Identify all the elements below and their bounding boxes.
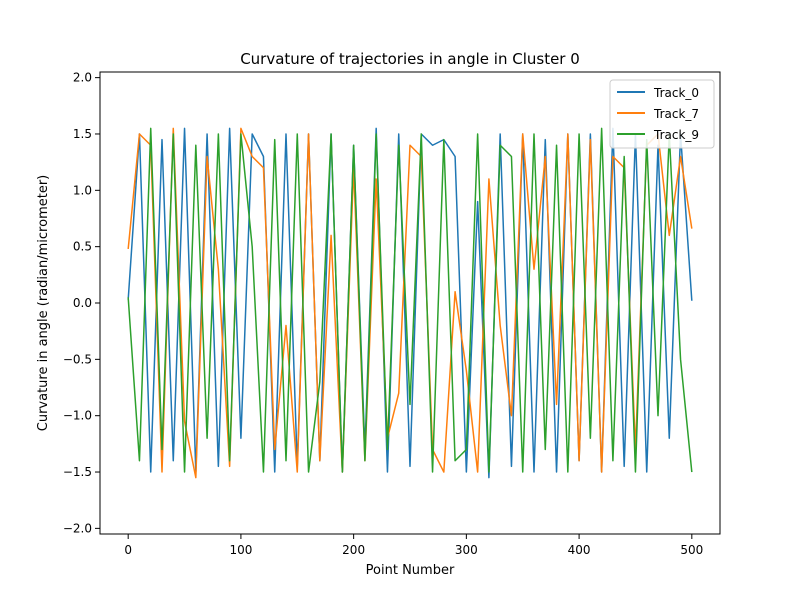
x-tick-label: 100 xyxy=(229,543,252,557)
y-tick-label: −1.0 xyxy=(63,409,92,423)
legend-label: Track_0 xyxy=(653,86,699,100)
x-tick-label: 500 xyxy=(680,543,703,557)
x-axis: 0 100 200 300 400 500 xyxy=(124,534,703,557)
series-line-track-9 xyxy=(127,127,693,473)
y-tick-label: −1.5 xyxy=(63,465,92,479)
y-tick-label: −2.0 xyxy=(63,521,92,535)
legend-box xyxy=(609,79,715,149)
y-axis: −2.0 −1.5 −1.0 −0.5 0.0 0.5 1.0 1.5 2.0 xyxy=(63,71,100,535)
x-tick-label: 400 xyxy=(568,543,591,557)
y-tick-label: 1.0 xyxy=(73,183,92,197)
y-tick-label: 0.0 xyxy=(73,296,92,310)
x-tick-label: 200 xyxy=(342,543,365,557)
x-tick-label: 300 xyxy=(455,543,478,557)
x-tick-label: 0 xyxy=(124,543,132,557)
legend-label: Track_7 xyxy=(653,107,699,121)
series-line-track-7 xyxy=(127,127,693,479)
y-tick-label: 0.5 xyxy=(73,240,92,254)
y-tick-label: 1.5 xyxy=(73,127,92,141)
legend: Track_0 Track_7 Track_9 xyxy=(609,79,715,149)
legend-label: Track_9 xyxy=(653,128,699,142)
series-layer xyxy=(127,127,693,479)
y-tick-label: −0.5 xyxy=(63,352,92,366)
y-axis-label: Curvature in angle (radian/micrometer) xyxy=(36,175,51,431)
y-tick-label: 2.0 xyxy=(73,71,92,85)
chart-title: Curvature of trajectories in angle in Cl… xyxy=(240,50,580,68)
x-axis-label: Point Number xyxy=(366,563,455,578)
